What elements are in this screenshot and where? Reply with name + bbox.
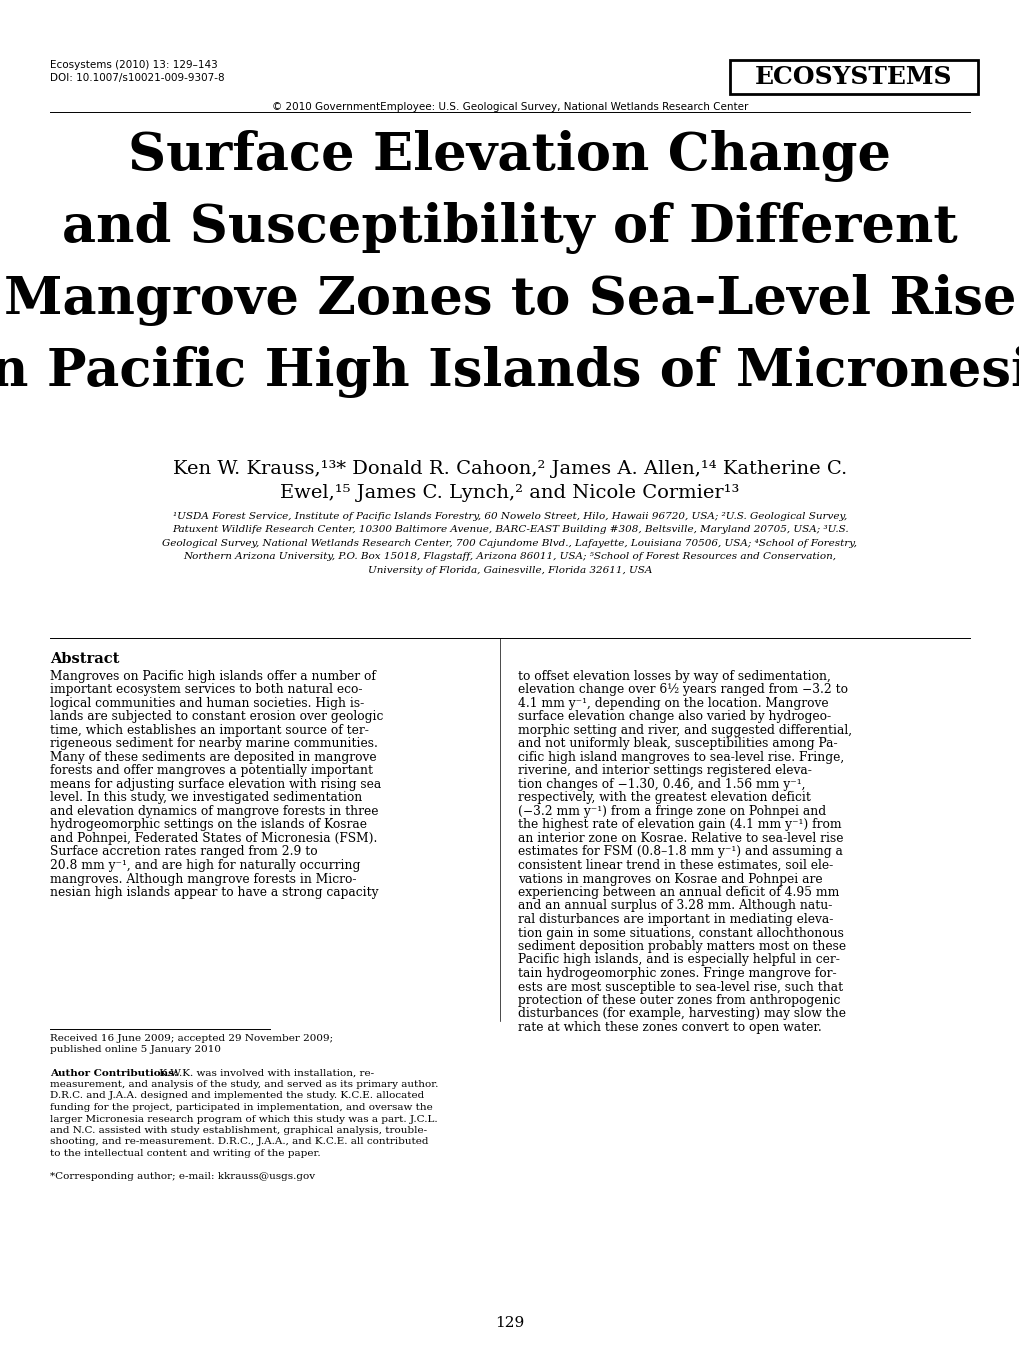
Text: sediment deposition probably matters most on these: sediment deposition probably matters mos… (518, 940, 846, 953)
Text: (−3.2 mm y⁻¹) from a fringe zone on Pohnpei and: (−3.2 mm y⁻¹) from a fringe zone on Pohn… (518, 805, 825, 817)
Text: Ecosystems (2010) 13: 129–143: Ecosystems (2010) 13: 129–143 (50, 60, 217, 69)
Text: published online 5 January 2010: published online 5 January 2010 (50, 1046, 221, 1054)
Text: estimates for FSM (0.8–1.8 mm y⁻¹) and assuming a: estimates for FSM (0.8–1.8 mm y⁻¹) and a… (518, 846, 842, 858)
Text: protection of these outer zones from anthropogenic: protection of these outer zones from ant… (518, 994, 840, 1006)
Text: logical communities and human societies. High is-: logical communities and human societies.… (50, 696, 364, 710)
Text: Ken W. Krauss,¹³* Donald R. Cahoon,² James A. Allen,¹⁴ Katherine C.: Ken W. Krauss,¹³* Donald R. Cahoon,² Jam… (172, 460, 847, 477)
Text: time, which establishes an important source of ter-: time, which establishes an important sou… (50, 724, 369, 737)
Text: D.R.C. and J.A.A. designed and implemented the study. K.C.E. allocated: D.R.C. and J.A.A. designed and implement… (50, 1092, 424, 1100)
Text: © 2010 GovernmentEmployee: U.S. Geological Survey, National Wetlands Research Ce: © 2010 GovernmentEmployee: U.S. Geologic… (271, 102, 748, 112)
Text: rigeneous sediment for nearby marine communities.: rigeneous sediment for nearby marine com… (50, 737, 377, 751)
Text: DOI: 10.1007/s10021-009-9307-8: DOI: 10.1007/s10021-009-9307-8 (50, 73, 224, 83)
Text: Mangroves on Pacific high islands offer a number of: Mangroves on Pacific high islands offer … (50, 670, 376, 683)
Text: means for adjusting surface elevation with rising sea: means for adjusting surface elevation wi… (50, 778, 381, 792)
Text: tion changes of −1.30, 0.46, and 1.56 mm y⁻¹,: tion changes of −1.30, 0.46, and 1.56 mm… (518, 778, 805, 792)
Text: and elevation dynamics of mangrove forests in three: and elevation dynamics of mangrove fores… (50, 805, 378, 817)
Text: disturbances (for example, harvesting) may slow the: disturbances (for example, harvesting) m… (518, 1008, 845, 1020)
Text: morphic setting and river, and suggested differential,: morphic setting and river, and suggested… (518, 724, 851, 737)
Text: and an annual surplus of 3.28 mm. Although natu-: and an annual surplus of 3.28 mm. Althou… (518, 899, 832, 913)
Text: Mangrove Zones to Sea-Level Rise: Mangrove Zones to Sea-Level Rise (4, 273, 1015, 326)
Text: larger Micronesia research program of which this study was a part. J.C.L.: larger Micronesia research program of wh… (50, 1114, 437, 1123)
Text: measurement, and analysis of the study, and served as its primary author.: measurement, and analysis of the study, … (50, 1080, 438, 1089)
Text: ral disturbances are important in mediating eleva-: ral disturbances are important in mediat… (518, 913, 833, 926)
Text: University of Florida, Gainesville, Florida 32611, USA: University of Florida, Gainesville, Flor… (368, 566, 651, 575)
Text: 129: 129 (495, 1316, 524, 1330)
Text: Surface accretion rates ranged from 2.9 to: Surface accretion rates ranged from 2.9 … (50, 846, 317, 858)
Text: tain hydrogeomorphic zones. Fringe mangrove for-: tain hydrogeomorphic zones. Fringe mangr… (518, 967, 836, 981)
Text: and Susceptibility of Different: and Susceptibility of Different (62, 203, 957, 254)
Text: and not uniformly bleak, susceptibilities among Pa-: and not uniformly bleak, susceptibilitie… (518, 737, 837, 751)
Text: the highest rate of elevation gain (4.1 mm y⁻¹) from: the highest rate of elevation gain (4.1 … (518, 819, 841, 831)
Text: elevation change over 6½ years ranged from −3.2 to: elevation change over 6½ years ranged fr… (518, 684, 847, 696)
Text: 20.8 mm y⁻¹, and are high for naturally occurring: 20.8 mm y⁻¹, and are high for naturally … (50, 860, 360, 872)
Text: consistent linear trend in these estimates, soil ele-: consistent linear trend in these estimat… (518, 860, 833, 872)
Text: to the intellectual content and writing of the paper.: to the intellectual content and writing … (50, 1149, 320, 1157)
Text: cific high island mangroves to sea-level rise. Fringe,: cific high island mangroves to sea-level… (518, 751, 844, 764)
Text: an interior zone on Kosrae. Relative to sea-level rise: an interior zone on Kosrae. Relative to … (518, 832, 843, 845)
Text: and Pohnpei, Federated States of Micronesia (FSM).: and Pohnpei, Federated States of Microne… (50, 832, 377, 845)
Text: funding for the project, participated in implementation, and oversaw the: funding for the project, participated in… (50, 1103, 432, 1112)
Text: and N.C. assisted with study establishment, graphical analysis, trouble-: and N.C. assisted with study establishme… (50, 1126, 427, 1136)
Text: Received 16 June 2009; accepted 29 November 2009;: Received 16 June 2009; accepted 29 Novem… (50, 1034, 333, 1043)
Text: Pacific high islands, and is especially helpful in cer-: Pacific high islands, and is especially … (518, 953, 839, 967)
Text: experiencing between an annual deficit of 4.95 mm: experiencing between an annual deficit o… (518, 885, 839, 899)
Text: forests and offer mangroves a potentially important: forests and offer mangroves a potentiall… (50, 764, 373, 778)
Text: important ecosystem services to both natural eco-: important ecosystem services to both nat… (50, 684, 362, 696)
Text: K.W.K. was involved with installation, re-: K.W.K. was involved with installation, r… (156, 1069, 374, 1077)
Text: mangroves. Although mangrove forests in Micro-: mangroves. Although mangrove forests in … (50, 873, 357, 885)
Text: shooting, and re-measurement. D.R.C., J.A.A., and K.C.E. all contributed: shooting, and re-measurement. D.R.C., J.… (50, 1137, 428, 1146)
Text: hydrogeomorphic settings on the islands of Kosrae: hydrogeomorphic settings on the islands … (50, 819, 367, 831)
Text: Author Contributions:: Author Contributions: (50, 1069, 177, 1077)
Text: respectively, with the greatest elevation deficit: respectively, with the greatest elevatio… (518, 792, 810, 805)
Text: *Corresponding author; e-mail: kkrauss@usgs.gov: *Corresponding author; e-mail: kkrauss@u… (50, 1172, 315, 1180)
Text: ECOSYSTEMS: ECOSYSTEMS (754, 65, 952, 88)
Text: to offset elevation losses by way of sedimentation,: to offset elevation losses by way of sed… (518, 670, 830, 683)
Text: Ewel,¹⁵ James C. Lynch,² and Nicole Cormier¹³: Ewel,¹⁵ James C. Lynch,² and Nicole Corm… (280, 484, 739, 502)
Text: on Pacific High Islands of Micronesia: on Pacific High Islands of Micronesia (0, 345, 1019, 398)
Text: Surface Elevation Change: Surface Elevation Change (128, 131, 891, 182)
Text: 4.1 mm y⁻¹, depending on the location. Mangrove: 4.1 mm y⁻¹, depending on the location. M… (518, 696, 827, 710)
Text: rate at which these zones convert to open water.: rate at which these zones convert to ope… (518, 1021, 821, 1034)
Text: ¹USDA Forest Service, Institute of Pacific Islands Forestry, 60 Nowelo Street, H: ¹USDA Forest Service, Institute of Pacif… (172, 511, 847, 521)
FancyBboxPatch shape (730, 60, 977, 94)
Text: Patuxent Wildlife Research Center, 10300 Baltimore Avenue, BARC-EAST Building #3: Patuxent Wildlife Research Center, 10300… (171, 525, 848, 534)
Text: Northern Arizona University, P.O. Box 15018, Flagstaff, Arizona 86011, USA; ⁵Sch: Northern Arizona University, P.O. Box 15… (183, 552, 836, 562)
Text: ests are most susceptible to sea-level rise, such that: ests are most susceptible to sea-level r… (518, 981, 843, 994)
Text: Geological Survey, National Wetlands Research Center, 700 Cajundome Blvd., Lafay: Geological Survey, National Wetlands Res… (162, 539, 857, 548)
Text: level. In this study, we investigated sedimentation: level. In this study, we investigated se… (50, 792, 362, 805)
Text: riverine, and interior settings registered eleva-: riverine, and interior settings register… (518, 764, 811, 778)
Text: Abstract: Abstract (50, 651, 119, 666)
Text: nesian high islands appear to have a strong capacity: nesian high islands appear to have a str… (50, 885, 378, 899)
Text: lands are subjected to constant erosion over geologic: lands are subjected to constant erosion … (50, 710, 383, 724)
Text: Many of these sediments are deposited in mangrove: Many of these sediments are deposited in… (50, 751, 376, 764)
Text: tion gain in some situations, constant allochthonous: tion gain in some situations, constant a… (518, 926, 843, 940)
Text: surface elevation change also varied by hydrogeo-: surface elevation change also varied by … (518, 710, 830, 724)
Text: vations in mangroves on Kosrae and Pohnpei are: vations in mangroves on Kosrae and Pohnp… (518, 873, 821, 885)
